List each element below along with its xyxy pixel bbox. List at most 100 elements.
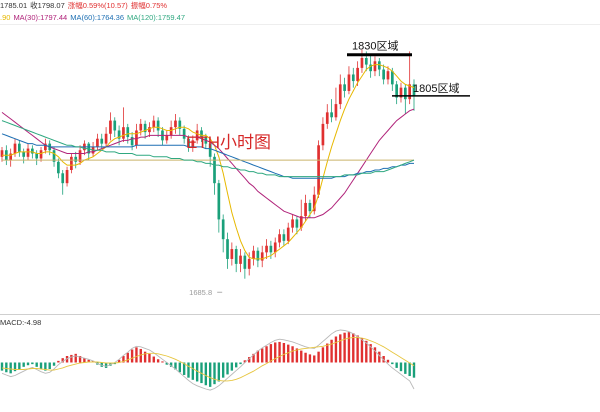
- macd-bar: [122, 356, 125, 363]
- candle-body: [243, 255, 247, 269]
- macd-bar: [39, 362, 43, 369]
- macd-bar: [78, 356, 82, 363]
- candle-body: [135, 130, 138, 146]
- macd-bar: [334, 336, 338, 363]
- candle-body: [126, 127, 130, 138]
- candle-body: [9, 153, 13, 161]
- macd-bar: [143, 351, 147, 363]
- macd-bar: [252, 353, 255, 363]
- macd-bar: [74, 353, 77, 363]
- macd-bar: [287, 344, 290, 363]
- candle-body: [308, 202, 312, 212]
- macd-bar: [70, 354, 73, 363]
- macd-bar: [104, 362, 108, 368]
- candle-body: [208, 143, 212, 157]
- candle-body: [96, 138, 99, 147]
- macd-bar: [330, 339, 333, 363]
- candle-body: [35, 153, 39, 159]
- macd-bar: [100, 362, 103, 367]
- candle-body: [152, 120, 156, 128]
- candle-body: [191, 140, 195, 147]
- macd-bar: [365, 340, 368, 363]
- macd-bar: [87, 359, 90, 363]
- close-value: 1798.07: [37, 1, 65, 10]
- annotations: 1830区域 1805区域 1685.8: [189, 40, 470, 297]
- ma-line-ma_fast: [2, 64, 415, 260]
- macd-bar: [291, 346, 294, 363]
- candle-body: [178, 120, 182, 129]
- candle-body: [278, 234, 281, 243]
- change-label: 涨幅: [67, 1, 83, 10]
- ohlc-info-line: 1785.01 收1798.07 涨幅0.59%(10.57) 振幅0.75%: [0, 1, 170, 11]
- moving-average-lines: [1, 64, 415, 260]
- candle-body: [364, 58, 368, 65]
- candle-body: [369, 64, 372, 72]
- candle-body: [74, 156, 78, 162]
- candle-body: [373, 61, 377, 72]
- candle-body: [282, 234, 286, 241]
- candle-body: [321, 123, 325, 146]
- candle-body: [230, 249, 234, 259]
- candle-body: [169, 127, 173, 136]
- candle-body: [0, 150, 4, 157]
- macd-bar: [48, 362, 51, 369]
- candle-body: [347, 74, 351, 91]
- macd-bar: [18, 362, 21, 369]
- macd-bar: [152, 356, 155, 363]
- macd-bar: [360, 338, 364, 363]
- candle-body: [256, 250, 260, 261]
- macd-bar: [248, 357, 251, 363]
- macd-bar: [44, 362, 47, 371]
- candle-body: [165, 135, 169, 141]
- candle-body: [395, 84, 398, 98]
- macd-bar: [356, 335, 359, 363]
- candle-body: [156, 120, 160, 131]
- macd-bar: [213, 362, 216, 385]
- candle-body: [182, 128, 186, 139]
- candle-body: [221, 219, 225, 240]
- candle-body: [174, 120, 177, 128]
- candle-body: [390, 71, 394, 85]
- macd-bar: [130, 349, 134, 363]
- candle-body: [408, 84, 412, 100]
- candle-body: [234, 249, 238, 264]
- macd-bar: [408, 362, 411, 377]
- candle-body: [148, 127, 151, 133]
- change-value: 0.59%(10.57): [82, 1, 128, 10]
- candle-body: [325, 112, 329, 124]
- macd-bar: [174, 362, 177, 370]
- macd-bar: [35, 362, 38, 367]
- candle-body: [44, 143, 47, 151]
- candle-body: [226, 239, 229, 259]
- macd-bar: [308, 354, 312, 363]
- macd-bar: [321, 347, 325, 363]
- close-label: 收: [30, 1, 38, 10]
- candle-body: [291, 219, 294, 228]
- candle-body: [109, 120, 112, 134]
- macd-bar: [256, 350, 260, 363]
- candle-body: [252, 250, 255, 259]
- candle-body: [412, 84, 416, 96]
- candle-body: [351, 74, 355, 82]
- macd-bar: [208, 362, 212, 387]
- candle-body: [61, 173, 65, 184]
- candle-body: [26, 148, 30, 157]
- macd-bar: [195, 362, 199, 382]
- macd-bar: [269, 344, 273, 363]
- candle-body: [139, 123, 143, 131]
- macd-bar: [52, 362, 56, 366]
- amplitude-label: 振幅: [130, 1, 146, 10]
- macd-bar: [395, 362, 398, 368]
- macd-bar: [347, 332, 351, 363]
- macd-bar: [378, 351, 381, 363]
- candle-body: [39, 150, 43, 159]
- candle-body: [377, 61, 381, 70]
- candle-body: [143, 123, 147, 133]
- macd-bar: [234, 362, 238, 368]
- macd-bar: [9, 362, 12, 374]
- macd-bar: [239, 362, 242, 365]
- macd-bar: [230, 362, 234, 371]
- macd-bar: [191, 362, 195, 380]
